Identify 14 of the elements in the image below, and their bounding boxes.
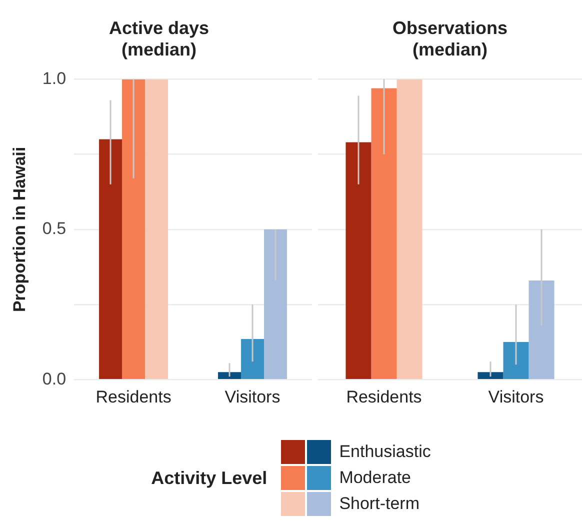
y-axis-title: Proportion in Hawaii: [10, 146, 29, 312]
legend-title: Activity Level: [151, 468, 268, 488]
legend-label: Moderate: [339, 468, 412, 488]
y-tick-label: 1.0: [42, 68, 66, 88]
x-tick-label: Residents: [96, 387, 172, 406]
legend-label: Enthusiastic: [339, 442, 431, 462]
x-tick-label: Visitors: [224, 387, 280, 406]
y-tick-label: 0.5: [42, 219, 66, 238]
legend-label: Short-term: [339, 494, 420, 514]
x-tick-label: Visitors: [488, 387, 544, 406]
chart-title: Observations (median): [392, 18, 508, 60]
x-tick-label: Residents: [346, 387, 422, 406]
chart-title: Active days (median): [108, 18, 210, 60]
y-tick-label: 0.0: [42, 369, 66, 388]
